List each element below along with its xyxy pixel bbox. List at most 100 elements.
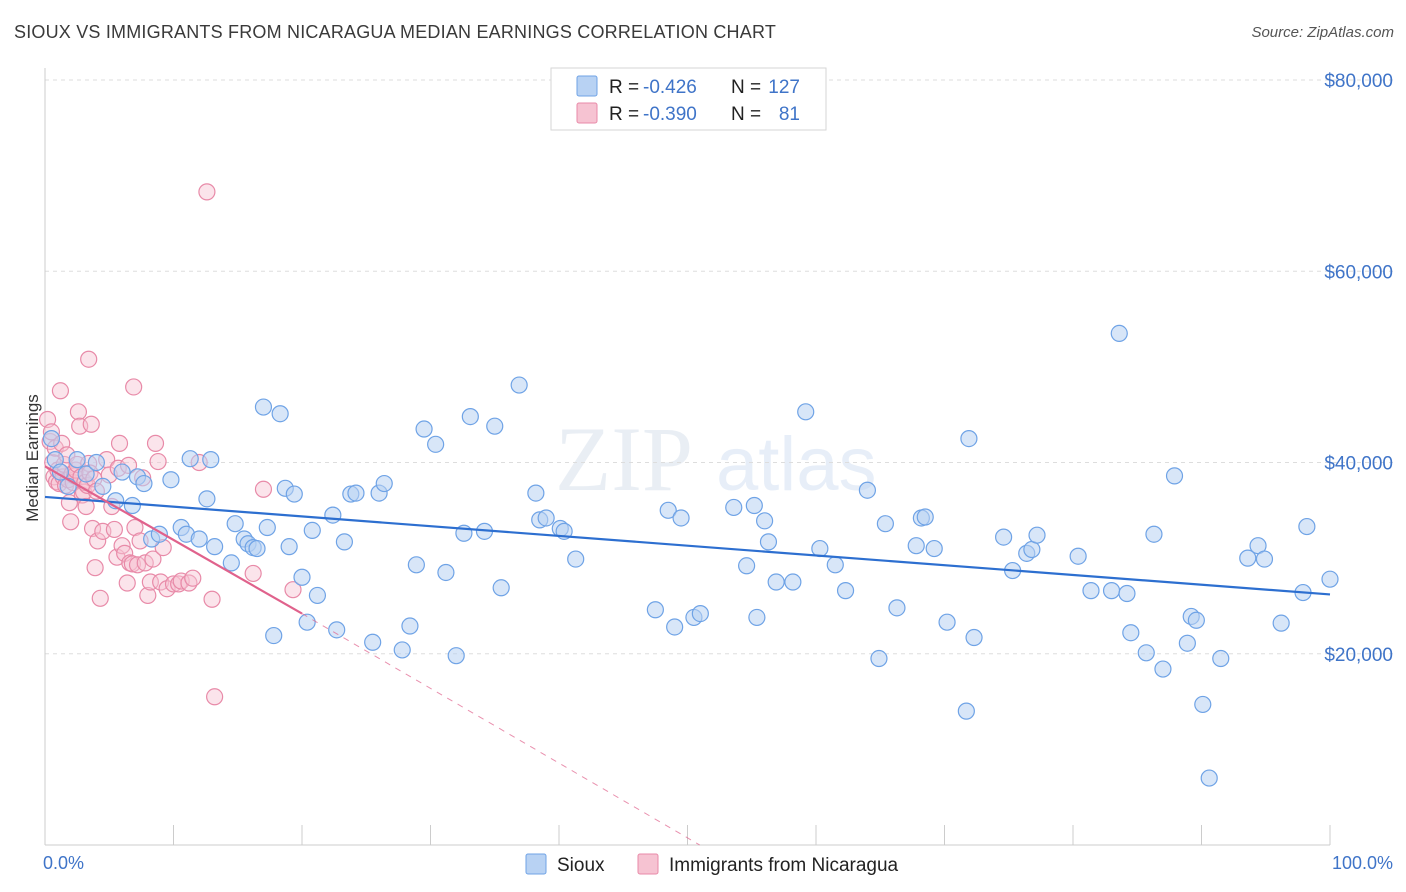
sioux-point	[672, 509, 690, 527]
chart-title: SIOUX VS IMMIGRANTS FROM NICARAGUA MEDIA…	[14, 22, 777, 42]
sioux-point	[1187, 611, 1205, 629]
sioux-point	[666, 618, 684, 636]
sioux-point	[527, 484, 545, 502]
sioux-point	[1110, 324, 1128, 343]
sioux-point	[858, 481, 877, 499]
trend-lines	[44, 465, 1331, 846]
sioux-point	[364, 633, 382, 651]
nicaragua-point	[144, 550, 162, 568]
nicaragua-point	[89, 532, 107, 550]
nicaragua-point	[123, 555, 141, 573]
nicaragua-point	[254, 480, 273, 498]
sioux-point	[1122, 624, 1140, 642]
sioux-point	[748, 608, 766, 627]
watermark-atlas: atlas	[716, 422, 877, 507]
tick-labels: $20,000 $40,000 $60,000 $80,000 0.0% 100.0%	[43, 71, 1393, 873]
sioux-point	[427, 435, 445, 453]
bottom-legend-swatch-nicaragua	[637, 853, 659, 875]
sioux-point	[1298, 517, 1316, 536]
bottom-legend-swatch-sioux	[525, 853, 547, 875]
sioux-point	[285, 485, 303, 503]
nicaragua-point	[105, 520, 123, 539]
sioux-point	[745, 496, 763, 515]
sioux-point	[1212, 649, 1230, 668]
sioux-points	[42, 324, 1339, 787]
y-tick-label: $80,000	[1324, 71, 1393, 92]
sioux-point	[1028, 526, 1046, 544]
sioux-point	[957, 702, 975, 720]
sioux-point	[659, 501, 677, 519]
bottom-legend-label-sioux: Sioux	[557, 855, 605, 876]
sioux-point	[347, 484, 365, 502]
sioux-point	[123, 496, 141, 515]
nicaragua-point	[203, 590, 221, 608]
sioux-point	[938, 613, 956, 631]
sioux-point	[811, 539, 829, 558]
source-credit: Source: ZipAtlas.com	[1251, 24, 1394, 41]
sioux-point	[94, 477, 112, 496]
sioux-point	[759, 533, 778, 551]
sioux-point	[1165, 467, 1184, 485]
sioux-point	[77, 465, 95, 483]
sioux-point	[876, 515, 894, 533]
sioux-point	[308, 586, 327, 605]
sioux-point	[293, 568, 311, 586]
sioux-point	[461, 408, 479, 426]
nicaragua-point	[51, 382, 70, 400]
sioux-point	[797, 403, 815, 421]
legend-box: R = -0.426 N = 127 R = -0.390 N = 81	[550, 67, 827, 131]
nicaragua-point	[62, 513, 80, 531]
nicaragua-trend-extension	[301, 613, 701, 846]
sioux-point	[691, 604, 709, 623]
sioux-point	[87, 453, 106, 472]
sioux-point	[925, 539, 943, 558]
nicaragua-point	[82, 415, 100, 433]
sioux-point	[1137, 644, 1155, 662]
sioux-point	[960, 429, 978, 448]
nicaragua-point	[206, 688, 224, 706]
sioux-point	[784, 573, 802, 591]
sioux-point	[1178, 634, 1196, 652]
nicaragua-point	[86, 559, 104, 577]
sioux-point	[567, 550, 585, 568]
nicaragua-point	[184, 569, 202, 587]
sioux-point	[870, 649, 888, 668]
sioux-point	[1194, 695, 1212, 714]
y-tick-label: $40,000	[1324, 454, 1393, 475]
nicaragua-trend-line	[44, 465, 303, 615]
sioux-point	[51, 463, 70, 481]
legend-r-value-nicaragua: -0.390	[643, 104, 697, 125]
sioux-point	[1154, 660, 1172, 678]
legend-n-label-nicaragua: N =	[731, 104, 761, 125]
sioux-point	[755, 512, 774, 530]
y-tick-label: $20,000	[1324, 645, 1393, 666]
sioux-point	[738, 557, 756, 575]
sioux-point	[437, 563, 455, 582]
sioux-point	[916, 508, 934, 526]
sioux-point	[415, 420, 433, 438]
nicaragua-point	[152, 573, 170, 591]
nicaragua-point	[69, 403, 88, 421]
nicaragua-point	[136, 554, 154, 572]
nicaragua-point	[139, 586, 157, 605]
legend-swatch-nicaragua	[576, 102, 598, 124]
y-tick-label: $60,000	[1324, 262, 1393, 283]
watermark: ZIP atlas	[555, 408, 877, 510]
nicaragua-point	[244, 564, 262, 583]
nicaragua-point	[146, 434, 165, 452]
sioux-point	[303, 521, 321, 539]
x-tick-label-max: 100.0%	[1332, 853, 1393, 873]
bottom-legend: Sioux Immigrants from Nicaragua	[525, 853, 899, 876]
sioux-point	[836, 582, 855, 600]
nicaragua-point	[198, 183, 216, 201]
sioux-point	[510, 376, 528, 394]
legend-r-label-nicaragua: R =	[609, 104, 639, 125]
sioux-point	[1102, 582, 1121, 600]
sioux-point	[888, 599, 906, 617]
nicaragua-point	[77, 497, 95, 516]
sioux-point	[271, 405, 289, 423]
sioux-point	[1321, 570, 1339, 588]
sioux-point	[393, 641, 411, 659]
sioux-point	[190, 530, 208, 548]
